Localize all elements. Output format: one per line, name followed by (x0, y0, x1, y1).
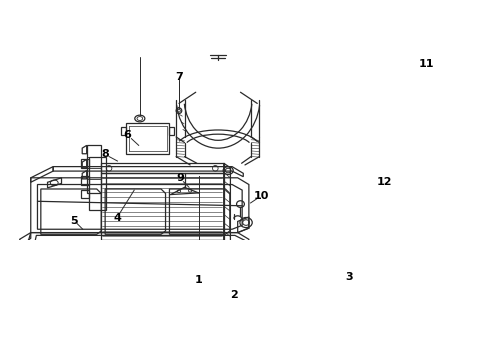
Text: 7: 7 (175, 72, 183, 82)
Text: 11: 11 (418, 59, 434, 69)
Text: 8: 8 (101, 149, 109, 159)
Text: 3: 3 (346, 272, 353, 282)
Text: 5: 5 (70, 216, 77, 226)
Text: 9: 9 (176, 173, 184, 183)
Text: 12: 12 (376, 177, 392, 187)
Text: 10: 10 (253, 191, 269, 201)
Text: 6: 6 (123, 130, 131, 140)
Text: 4: 4 (114, 213, 122, 223)
Text: 2: 2 (230, 290, 238, 300)
Text: 1: 1 (195, 275, 202, 285)
